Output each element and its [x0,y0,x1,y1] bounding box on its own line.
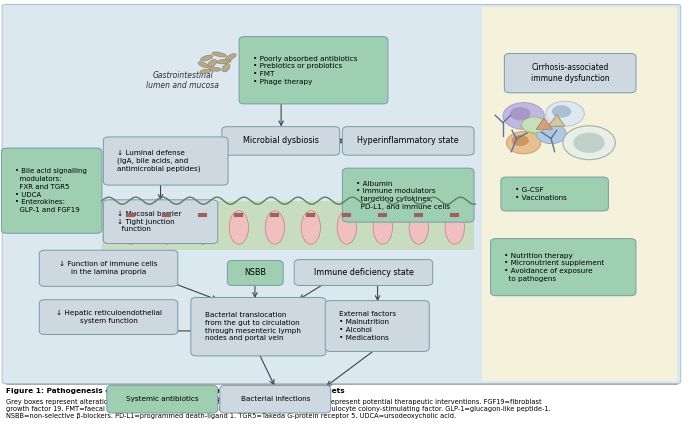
Text: ↓ Function of immune cells
in the lamina propria: ↓ Function of immune cells in the lamina… [59,261,158,275]
Ellipse shape [225,54,236,61]
Text: Systemic antibiotics: Systemic antibiotics [126,396,198,402]
FancyBboxPatch shape [103,137,228,185]
Text: NSBB: NSBB [245,268,266,277]
Circle shape [563,126,615,160]
Text: Bacterial translocation
from the gut to circulation
through mesenteric lymph
nod: Bacterial translocation from the gut to … [205,312,300,341]
Ellipse shape [198,62,208,68]
Circle shape [510,107,531,120]
Ellipse shape [212,52,226,57]
Ellipse shape [409,211,429,244]
Text: Gastrointestinal
lumen and mucosa: Gastrointestinal lumen and mucosa [146,70,219,90]
Circle shape [565,132,593,149]
Text: Hyperinflammatory state: Hyperinflammatory state [358,136,459,145]
FancyBboxPatch shape [39,300,178,334]
Text: Bacterial infections: Bacterial infections [240,396,310,402]
Text: Figure 1: Pathogenesis of infections in cirrhosis and potential treatment target: Figure 1: Pathogenesis of infections in … [6,388,344,394]
Text: Grey boxes represent alterations in gut and systemic immune function in cirrhosi: Grey boxes represent alterations in gut … [6,399,550,419]
Text: • Bile acid signalling
  modulators:
  FXR and TGR5
• UDCA
• Enterokines:
  GLP-: • Bile acid signalling modulators: FXR a… [15,168,87,213]
Ellipse shape [200,69,211,74]
Ellipse shape [200,55,213,61]
Polygon shape [548,115,565,126]
FancyBboxPatch shape [2,4,681,384]
Circle shape [511,135,529,146]
FancyBboxPatch shape [1,148,102,233]
Text: External factors
• Malnutrition
• Alcohol
• Medications: External factors • Malnutrition • Alcoho… [339,311,396,341]
Ellipse shape [209,67,221,71]
Ellipse shape [121,211,141,244]
FancyBboxPatch shape [39,250,178,286]
Ellipse shape [373,211,393,244]
FancyBboxPatch shape [504,54,636,93]
Circle shape [536,124,566,144]
Circle shape [503,103,544,129]
Ellipse shape [157,211,176,244]
FancyBboxPatch shape [239,37,388,104]
Ellipse shape [265,211,285,244]
Ellipse shape [229,211,249,244]
FancyBboxPatch shape [342,127,474,155]
FancyBboxPatch shape [222,127,340,155]
Text: • Albumin
• Immune modulators
  targeting cytokines,
  PD-L1, and immune cells: • Albumin • Immune modulators targeting … [356,181,451,210]
Ellipse shape [208,59,216,67]
FancyBboxPatch shape [107,385,218,413]
FancyBboxPatch shape [103,200,218,244]
FancyBboxPatch shape [325,301,429,351]
FancyBboxPatch shape [227,260,283,285]
Text: • G-CSF
• Vaccinations: • G-CSF • Vaccinations [515,187,566,201]
Text: Cirrhosis-associated
immune dysfunction: Cirrhosis-associated immune dysfunction [531,63,610,83]
Text: • Poorly absorbed antibiotics
• Prebiotics or probiotics
• FMT
• Phage therapy: • Poorly absorbed antibiotics • Prebioti… [253,56,358,85]
Polygon shape [536,118,553,129]
Bar [482,7,677,381]
Text: ↓ Luminal defense
(IgA, bile acids, and
antimicrobial peptides): ↓ Luminal defense (IgA, bile acids, and … [117,150,200,172]
Text: Immune deficiency state: Immune deficiency state [313,268,413,277]
Text: Microbial dysbiosis: Microbial dysbiosis [243,136,319,145]
Text: • Nutrition therapy
• Micronutrient supplement
• Avoidance of exposure
  to path: • Nutrition therapy • Micronutrient supp… [504,252,605,282]
FancyBboxPatch shape [491,239,636,296]
FancyBboxPatch shape [294,260,433,285]
Ellipse shape [337,211,356,244]
Text: ↓ Mucosal barrier
↓ Tight junction
  function: ↓ Mucosal barrier ↓ Tight junction funct… [117,211,181,232]
Circle shape [546,101,584,126]
FancyBboxPatch shape [102,201,474,250]
Ellipse shape [222,64,230,72]
Circle shape [522,117,546,133]
FancyBboxPatch shape [191,297,326,356]
Ellipse shape [301,211,320,244]
FancyBboxPatch shape [220,385,331,413]
Text: ↓ Hepatic reticuloendothelial
system function: ↓ Hepatic reticuloendothelial system fun… [56,310,161,324]
Circle shape [573,132,605,153]
Ellipse shape [193,211,212,244]
Circle shape [506,132,541,154]
Circle shape [552,105,571,118]
FancyBboxPatch shape [501,177,608,211]
Ellipse shape [217,59,231,64]
FancyBboxPatch shape [342,168,474,222]
Ellipse shape [445,211,464,244]
